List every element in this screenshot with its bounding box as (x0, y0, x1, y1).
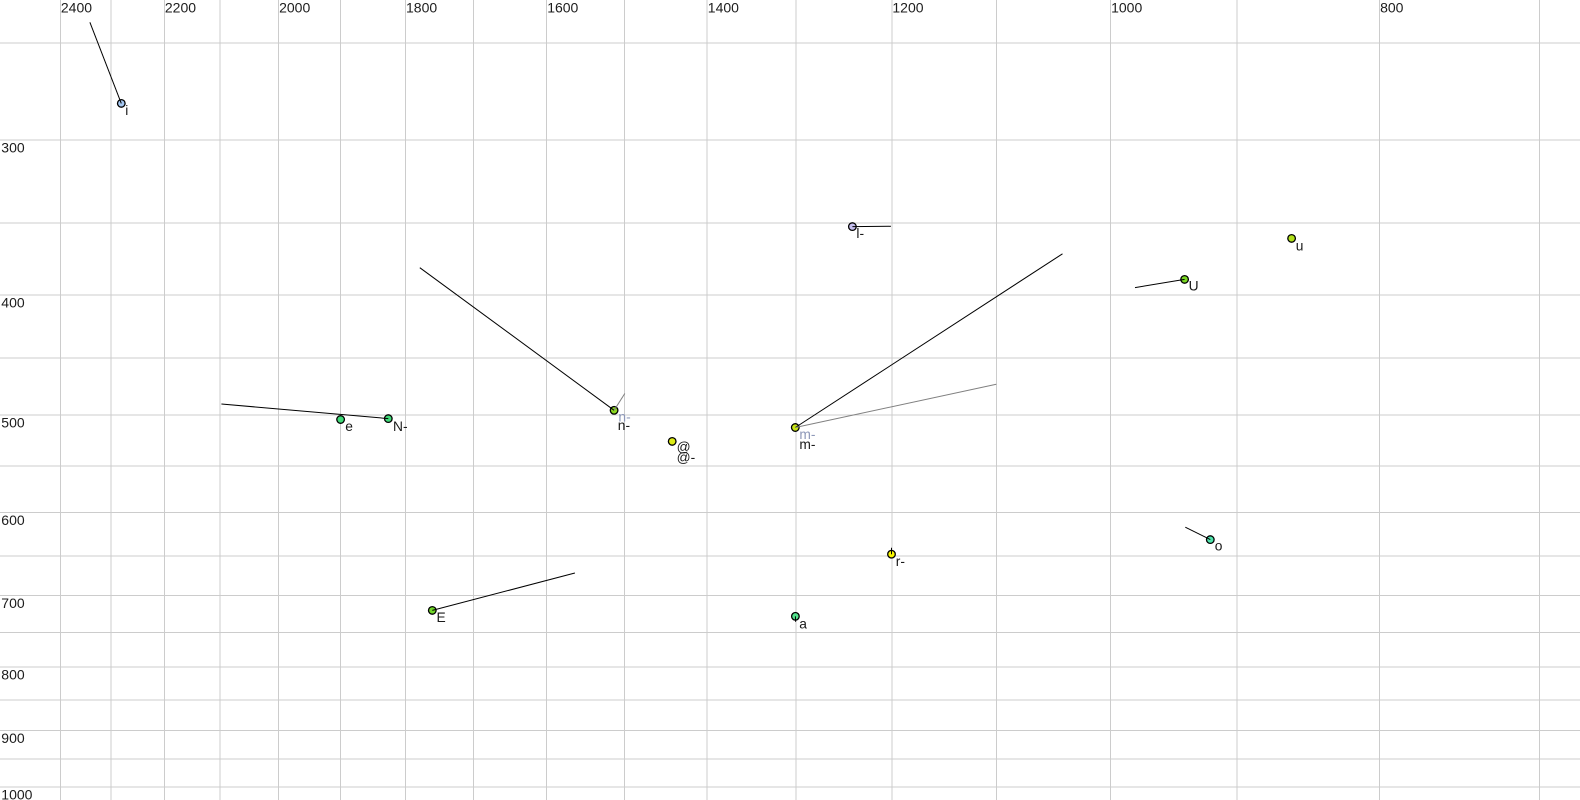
svg-text:U: U (1189, 278, 1199, 293)
svg-text:1800: 1800 (406, 0, 437, 15)
svg-text:e: e (345, 419, 353, 434)
svg-text:@-: @- (677, 450, 696, 465)
svg-text:1000: 1000 (1111, 0, 1142, 15)
svg-text:@: @ (677, 439, 691, 454)
svg-text:n-: n- (618, 418, 630, 433)
svg-text:i: i (125, 103, 128, 118)
svg-text:u: u (1296, 238, 1304, 253)
svg-text:1000: 1000 (1, 786, 32, 800)
svg-text:300: 300 (1, 140, 25, 156)
svg-text:r-: r- (896, 554, 905, 569)
svg-text:800: 800 (1, 667, 25, 683)
svg-text:600: 600 (1, 512, 25, 528)
svg-text:800: 800 (1380, 0, 1404, 15)
svg-text:m-: m- (799, 437, 815, 452)
svg-text:1400: 1400 (708, 0, 739, 15)
svg-text:l-: l- (856, 226, 864, 241)
svg-text:400: 400 (1, 295, 25, 311)
svg-text:1600: 1600 (547, 0, 578, 15)
svg-text:2400: 2400 (61, 0, 92, 15)
svg-text:m-: m- (799, 427, 815, 442)
svg-text:o: o (1215, 539, 1223, 554)
svg-text:E: E (437, 610, 446, 625)
svg-text:2200: 2200 (165, 0, 196, 15)
svg-text:700: 700 (1, 595, 25, 611)
svg-text:900: 900 (1, 730, 25, 746)
svg-text:N-: N- (393, 419, 408, 434)
svg-text:n-: n- (618, 409, 630, 424)
svg-text:1200: 1200 (892, 0, 923, 15)
svg-text:2000: 2000 (279, 0, 310, 15)
svg-text:a: a (799, 616, 807, 631)
svg-text:500: 500 (1, 414, 25, 430)
